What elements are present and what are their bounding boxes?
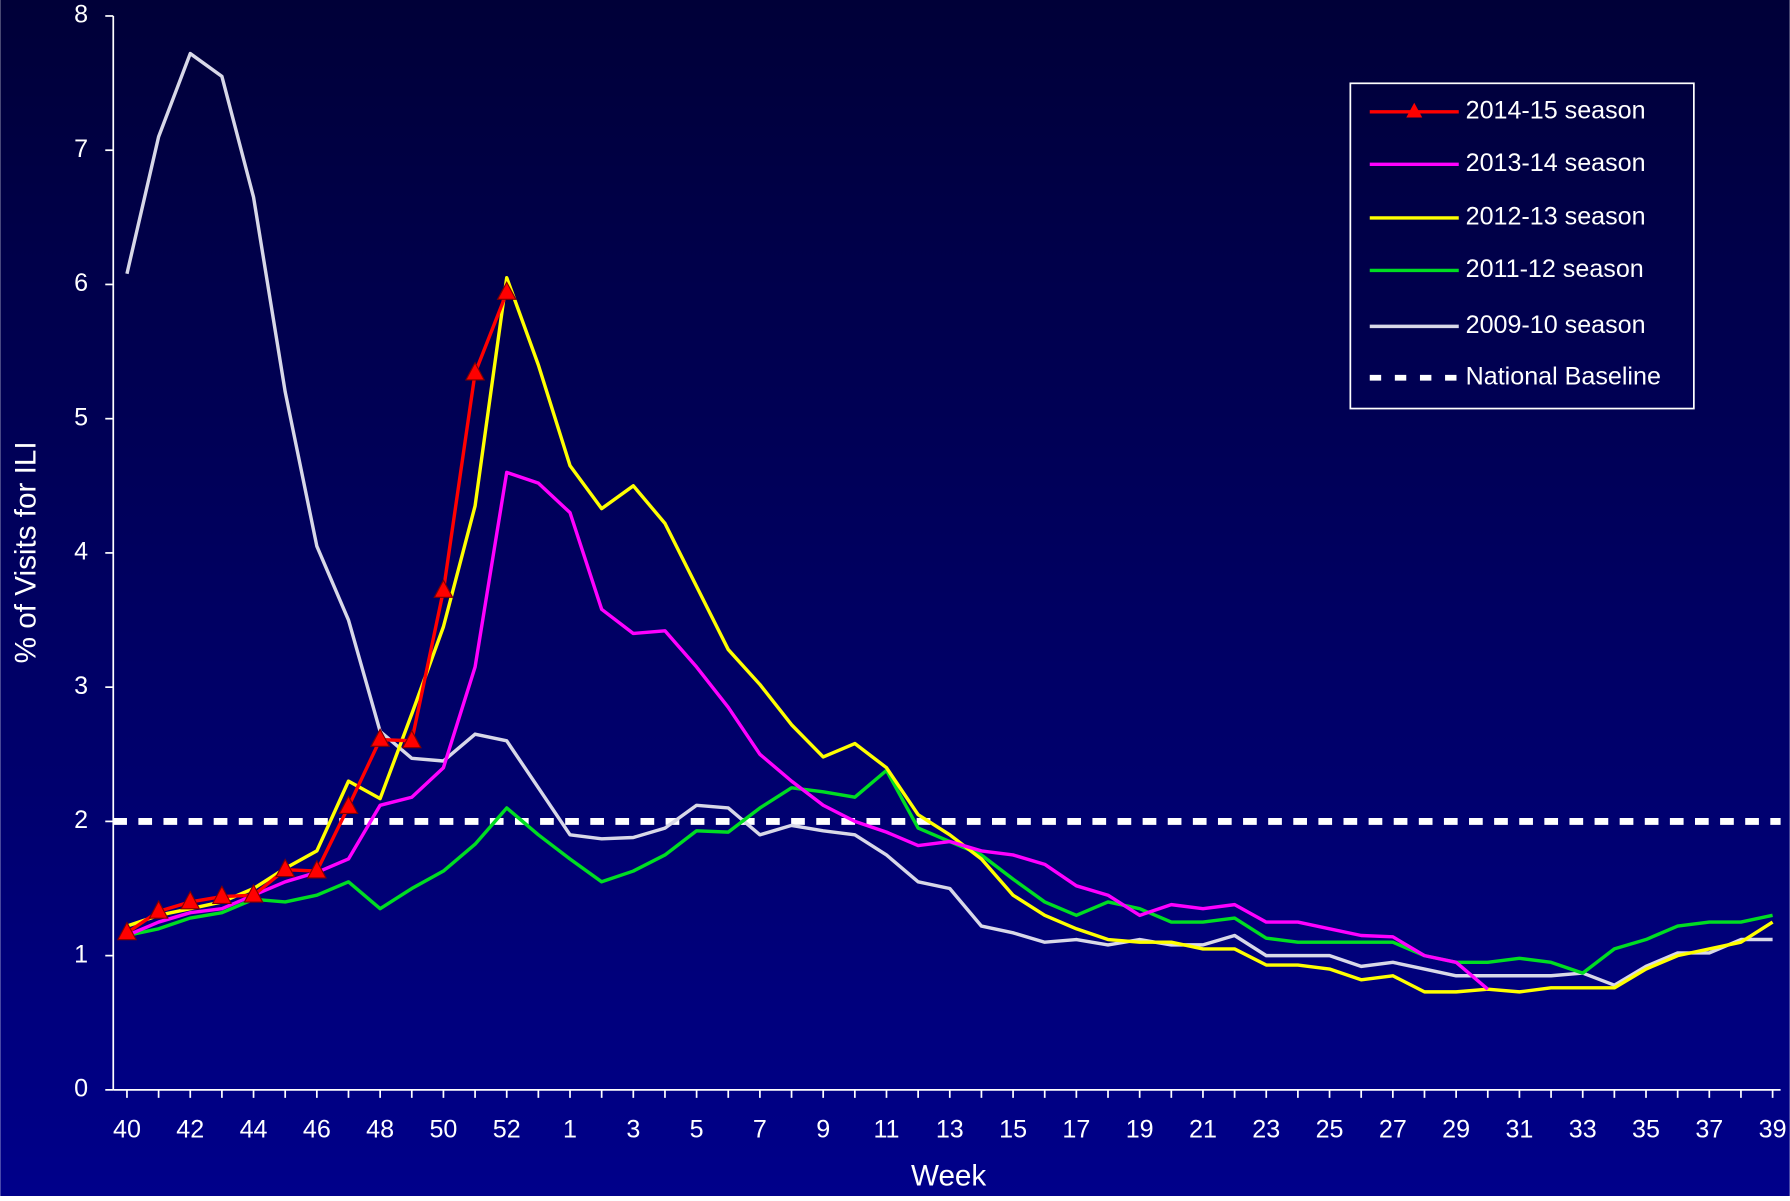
x-tick-label: 52 xyxy=(493,1116,521,1144)
marker xyxy=(116,921,138,941)
marker xyxy=(464,361,486,381)
x-tick-label: 35 xyxy=(1632,1116,1660,1144)
y-tick-label: 7 xyxy=(74,135,88,163)
x-tick-label: 7 xyxy=(753,1116,767,1144)
y-axis-label: % of Visits for ILI xyxy=(10,441,43,663)
legend-label: 2012-13 season xyxy=(1466,203,1646,231)
legend-label: National Baseline xyxy=(1466,362,1661,390)
marker xyxy=(243,883,264,903)
x-tick-label: 27 xyxy=(1379,1116,1407,1144)
marker xyxy=(180,890,201,910)
x-tick-label: 25 xyxy=(1316,1116,1344,1144)
x-tick-label: 5 xyxy=(690,1116,704,1144)
x-tick-label: 9 xyxy=(816,1116,830,1144)
x-tick-label: 33 xyxy=(1569,1116,1597,1144)
y-tick-label: 0 xyxy=(74,1074,88,1102)
y-tick-label: 1 xyxy=(74,940,88,968)
x-tick-label: 39 xyxy=(1759,1116,1787,1144)
y-tick-label: 6 xyxy=(74,269,88,297)
marker xyxy=(338,795,359,815)
marker xyxy=(275,858,296,878)
legend-marker xyxy=(1406,102,1423,118)
legend-box xyxy=(1349,82,1695,410)
x-tick-label: 48 xyxy=(366,1116,394,1144)
marker xyxy=(148,899,169,919)
series-line xyxy=(126,470,1489,991)
marker xyxy=(401,729,422,749)
y-tick-label: 4 xyxy=(74,538,88,566)
marker xyxy=(433,579,454,598)
x-tick-label: 1 xyxy=(563,1116,577,1144)
x-tick-label: 15 xyxy=(999,1116,1027,1144)
marker xyxy=(306,859,327,879)
legend: 2014-15 season 2013-14 season 2012-13 seas… xyxy=(1349,82,1695,410)
legend-label: 2011-12 season xyxy=(1466,255,1644,283)
x-tick-label: 44 xyxy=(240,1116,268,1144)
marker xyxy=(370,728,391,747)
x-tick-label: 13 xyxy=(936,1116,964,1144)
x-tick-label: 29 xyxy=(1442,1116,1470,1144)
x-tick-label: 11 xyxy=(873,1116,899,1144)
x-tick-label: 23 xyxy=(1252,1116,1280,1144)
legend-label: 2013-14 season xyxy=(1466,149,1646,177)
series-line xyxy=(126,276,1774,994)
y-tick-label: 5 xyxy=(74,403,88,431)
x-tick-label: 40 xyxy=(113,1116,141,1144)
y-tick-label: 8 xyxy=(74,1,88,29)
series-line xyxy=(125,51,1773,987)
x-tick-label: 50 xyxy=(429,1116,457,1144)
x-tick-label: 3 xyxy=(626,1116,640,1144)
marker xyxy=(211,885,232,904)
x-tick-label: 42 xyxy=(176,1116,204,1144)
x-tick-label: 21 xyxy=(1189,1116,1217,1144)
x-tick-label: 37 xyxy=(1695,1116,1723,1144)
marker xyxy=(496,281,517,300)
legend-label: 2014-15 season xyxy=(1466,96,1646,124)
y-tick-label: 2 xyxy=(74,806,88,834)
x-tick-label: 31 xyxy=(1505,1116,1533,1144)
x-tick-label: 17 xyxy=(1062,1116,1090,1144)
y-tick-label: 3 xyxy=(74,672,88,700)
legend-label: 2009-10 season xyxy=(1466,311,1646,339)
x-tick-label: 19 xyxy=(1126,1116,1154,1144)
x-axis-label: Week xyxy=(911,1160,986,1193)
x-tick-label: 46 xyxy=(303,1116,331,1144)
